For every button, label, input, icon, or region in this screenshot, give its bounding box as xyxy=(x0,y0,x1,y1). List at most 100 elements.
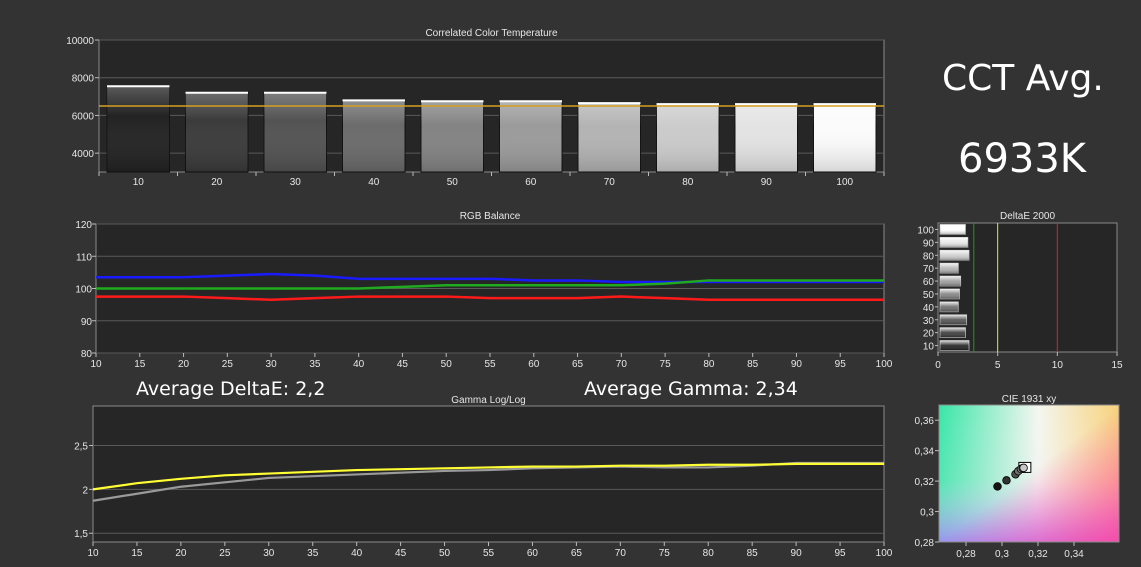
cie-ytick-label: 0,3 xyxy=(920,508,934,519)
cie-chart-title: CIE 1931 xy xyxy=(1002,394,1056,405)
gamma-xtick-label: 10 xyxy=(87,548,99,559)
cie-measurement-point xyxy=(1002,476,1011,485)
cct-bar-shade xyxy=(813,104,876,172)
rgb-xtick-label: 60 xyxy=(528,359,540,370)
deltae-bar-shade xyxy=(940,276,961,286)
rgb-xtick-label: 80 xyxy=(703,359,715,370)
gamma-xtick-label: 75 xyxy=(659,548,671,559)
deltae-xtick-label: 10 xyxy=(1052,360,1064,371)
cct-bar-shade xyxy=(578,103,641,172)
rgb-series-line xyxy=(96,295,884,302)
gamma-xtick-label: 25 xyxy=(219,548,231,559)
cct-xtick-label: 50 xyxy=(447,177,459,188)
cct-xtick-label: 60 xyxy=(525,177,537,188)
rgb-ytick-label: 120 xyxy=(75,220,92,231)
deltae-bar-shade xyxy=(940,224,966,235)
cie-xtick-label: 0,28 xyxy=(956,549,976,560)
cie-xtick-label: 0,3 xyxy=(995,549,1009,560)
gamma-xtick-label: 55 xyxy=(483,548,495,559)
rgb-xtick-label: 15 xyxy=(134,359,146,370)
cie-measurement-point xyxy=(1019,463,1028,473)
gamma-xtick-label: 20 xyxy=(175,548,187,559)
gamma-xtick-label: 85 xyxy=(747,548,759,559)
deltae-chart-title: DeltaE 2000 xyxy=(1000,211,1055,222)
gamma-xtick-label: 60 xyxy=(527,548,539,559)
gamma-xtick-label: 45 xyxy=(395,548,407,559)
gamma-chart-title: Gamma Log/Log xyxy=(451,395,526,406)
deltae-bar-shade xyxy=(940,314,967,325)
deltae-bar-shade xyxy=(940,250,970,261)
cct-bar-shade xyxy=(421,101,484,172)
cct-ytick-label: 6000 xyxy=(72,111,95,122)
cct-xtick-label: 30 xyxy=(290,177,302,188)
deltae-bar-shade xyxy=(940,237,968,248)
cct-avg-value: 6933K xyxy=(958,136,1087,182)
cct-bar-shade xyxy=(264,92,327,172)
gamma-ytick-label: 2 xyxy=(82,485,88,496)
gamma-ytick-label: 1,5 xyxy=(74,529,88,540)
cct-xtick-label: 40 xyxy=(368,177,380,188)
cct-bar-shade xyxy=(107,86,170,172)
rgb-xtick-label: 75 xyxy=(660,359,672,370)
cie-ytick-label: 0,34 xyxy=(915,447,935,458)
cct-avg-label: CCT Avg. xyxy=(942,58,1104,99)
gamma-xtick-label: 95 xyxy=(834,548,846,559)
rgb-xtick-label: 50 xyxy=(441,359,453,370)
cie-group xyxy=(938,404,1120,543)
cct-bar-shade xyxy=(656,104,719,172)
cct-xtick-label: 10 xyxy=(133,177,145,188)
rgb-xtick-label: 65 xyxy=(572,359,584,370)
cie-xtick-label: 0,32 xyxy=(1028,549,1048,560)
rgb-xtick-label: 95 xyxy=(835,359,847,370)
deltae-ytick-label: 70 xyxy=(923,264,935,275)
gamma-xtick-label: 50 xyxy=(439,548,451,559)
deltae-ytick-label: 60 xyxy=(923,277,935,288)
deltae-bar-shade xyxy=(940,327,966,338)
cie-measurement-point xyxy=(993,482,1002,491)
rgb-ytick-label: 110 xyxy=(76,252,92,263)
gamma-xtick-label: 40 xyxy=(351,548,363,559)
rgb-ytick-label: 90 xyxy=(81,317,93,328)
rgb-xtick-label: 40 xyxy=(353,359,365,370)
gamma-xtick-label: 80 xyxy=(703,548,715,559)
cct-ytick-label: 4000 xyxy=(72,149,95,160)
cct-bar-shade xyxy=(735,104,798,172)
cct-xtick-label: 90 xyxy=(761,177,773,188)
gamma-xtick-label: 30 xyxy=(263,548,275,559)
cie-ytick-label: 0,32 xyxy=(915,477,935,488)
cct-bar-shade xyxy=(499,101,562,172)
gamma-xtick-label: 35 xyxy=(307,548,319,559)
rgb-xtick-label: 10 xyxy=(90,359,102,370)
rgb-chart-title: RGB Balance xyxy=(460,211,521,222)
rgb-xtick-label: 100 xyxy=(876,359,893,370)
gamma-xtick-label: 90 xyxy=(791,548,803,559)
cct-xtick-label: 100 xyxy=(836,177,853,188)
gamma-xtick-label: 15 xyxy=(131,548,143,559)
gamma-ytick-label: 2,5 xyxy=(74,441,88,452)
cct-xtick-label: 80 xyxy=(682,177,694,188)
rgb-ytick-label: 80 xyxy=(81,349,93,360)
deltae-xtick-label: 0 xyxy=(935,360,941,371)
deltae-ytick-label: 40 xyxy=(923,303,935,314)
gamma-series-line xyxy=(92,462,884,491)
cie-xtick-label: 0,34 xyxy=(1064,549,1084,560)
cct-bar-shade xyxy=(342,100,405,172)
rgb-xtick-label: 85 xyxy=(747,359,759,370)
gamma-xtick-label: 65 xyxy=(571,548,583,559)
deltae-ytick-label: 30 xyxy=(923,316,935,327)
deltae-ytick-label: 20 xyxy=(923,329,935,340)
deltae-bar-shade xyxy=(940,263,959,274)
deltae-xtick-label: 5 xyxy=(995,360,1001,371)
rgb-xtick-label: 35 xyxy=(309,359,321,370)
deltae-ytick-label: 50 xyxy=(923,290,935,301)
deltae-bar-shade xyxy=(940,340,970,351)
cct-ytick-label: 10000 xyxy=(66,36,94,47)
cct-bar-shade xyxy=(185,92,248,172)
rgb-xtick-label: 25 xyxy=(222,359,234,370)
gamma-plot-area xyxy=(92,405,885,543)
rgb-xtick-label: 70 xyxy=(616,359,628,370)
cie-background-magenta xyxy=(939,405,1119,542)
deltae-ytick-label: 100 xyxy=(917,225,934,236)
rgb-series-line xyxy=(96,279,884,290)
